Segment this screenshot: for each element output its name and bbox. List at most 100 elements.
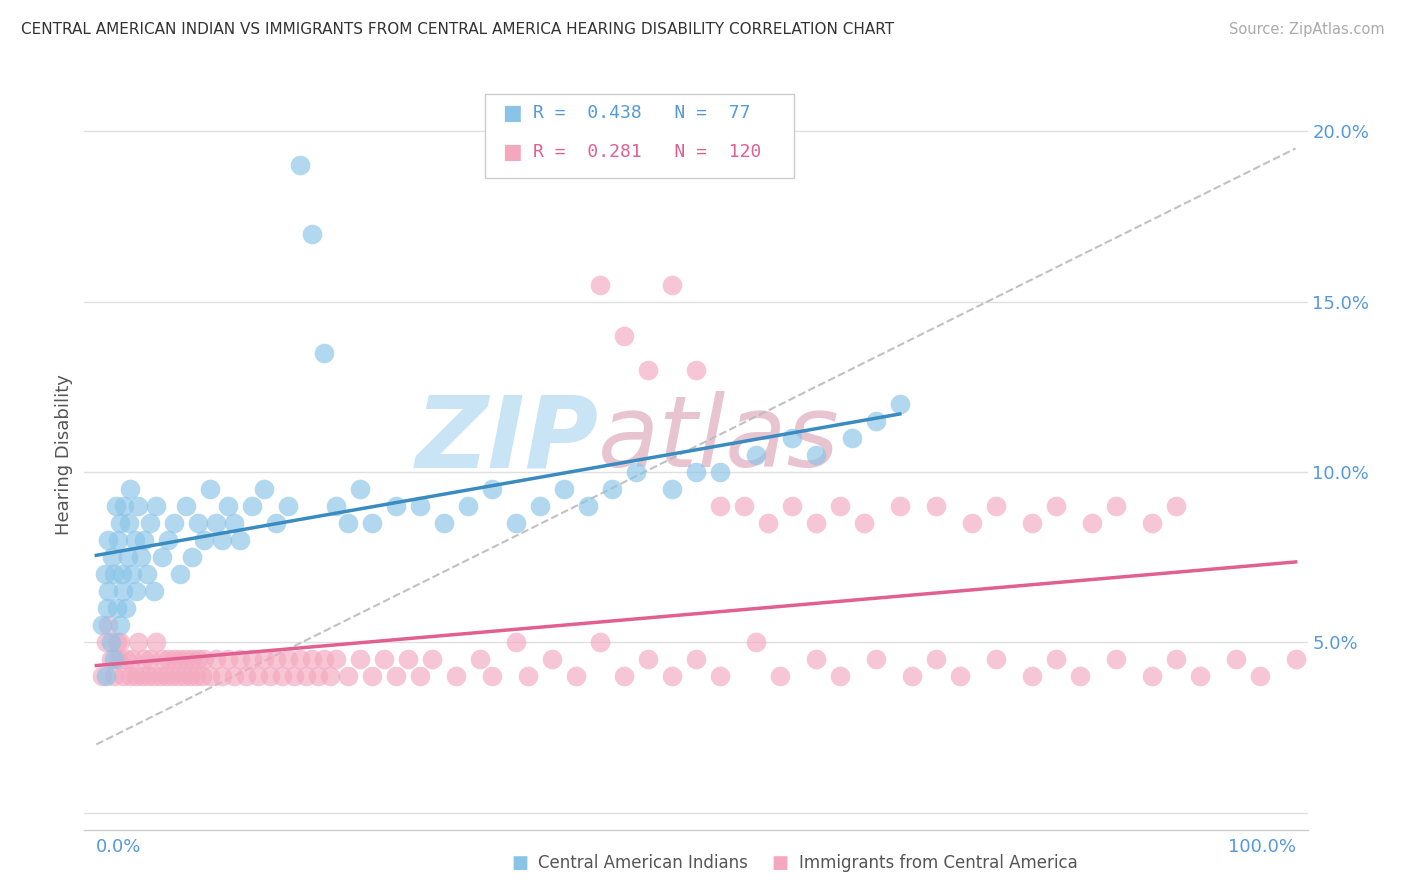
Point: [481, 482, 503, 496]
Point: [118, 482, 141, 496]
Point: [259, 669, 281, 683]
Point: [253, 482, 276, 496]
Point: [433, 516, 456, 530]
Point: [134, 533, 156, 547]
Point: [385, 499, 408, 513]
Point: [235, 669, 257, 683]
Point: [745, 635, 768, 649]
Point: [301, 652, 323, 666]
Point: [181, 550, 204, 565]
Point: [709, 499, 731, 513]
Point: [139, 652, 162, 666]
Point: [150, 652, 173, 666]
Point: [115, 601, 138, 615]
Text: Central American Indians: Central American Indians: [538, 854, 748, 871]
Point: [1140, 669, 1163, 683]
Point: [217, 499, 239, 513]
Point: [205, 652, 228, 666]
Point: [100, 652, 122, 666]
Point: [149, 669, 172, 683]
Point: [229, 533, 252, 547]
Point: [925, 499, 948, 513]
Point: [468, 652, 491, 666]
Point: [110, 618, 132, 632]
Point: [589, 277, 612, 292]
Point: [1105, 652, 1128, 666]
Point: [804, 448, 827, 462]
Point: [1021, 516, 1043, 530]
Point: [110, 516, 132, 530]
Point: [1140, 516, 1163, 530]
Point: [685, 465, 707, 479]
Point: [97, 618, 120, 632]
Point: [224, 516, 246, 530]
Point: [127, 499, 149, 513]
Point: [118, 516, 141, 530]
Point: [191, 669, 214, 683]
Point: [96, 601, 118, 615]
Point: [264, 516, 287, 530]
Point: [271, 669, 294, 683]
Point: [828, 669, 851, 683]
Point: [107, 652, 129, 666]
Point: [745, 448, 768, 462]
Point: [984, 499, 1007, 513]
Point: [457, 499, 479, 513]
Point: [1045, 652, 1067, 666]
Point: [901, 669, 924, 683]
Point: [277, 499, 299, 513]
Point: [325, 652, 347, 666]
Point: [852, 516, 875, 530]
Point: [110, 567, 132, 582]
Point: [295, 669, 318, 683]
Point: [145, 635, 167, 649]
Point: [127, 635, 149, 649]
Point: [1284, 652, 1306, 666]
Point: [481, 669, 503, 683]
Point: [1045, 499, 1067, 513]
Point: [150, 550, 173, 565]
Point: [111, 669, 134, 683]
Point: [117, 550, 139, 565]
Point: [290, 158, 312, 172]
Point: [505, 635, 527, 649]
Text: Immigrants from Central America: Immigrants from Central America: [799, 854, 1077, 871]
Point: [134, 652, 156, 666]
Point: [104, 499, 127, 513]
Point: [94, 635, 117, 649]
Point: [131, 669, 153, 683]
Text: R =  0.281   N =  120: R = 0.281 N = 120: [533, 143, 761, 161]
Point: [93, 567, 117, 582]
Point: [589, 635, 612, 649]
Point: [229, 652, 252, 666]
Point: [1021, 669, 1043, 683]
Point: [125, 584, 148, 599]
Point: [361, 516, 384, 530]
Point: [637, 363, 659, 377]
Point: [94, 669, 117, 683]
Point: [193, 652, 215, 666]
Point: [200, 482, 222, 496]
Point: [709, 465, 731, 479]
Point: [105, 601, 128, 615]
Point: [553, 482, 575, 496]
Point: [118, 669, 141, 683]
Point: [349, 652, 371, 666]
Point: [91, 669, 114, 683]
Point: [889, 397, 911, 411]
Point: [733, 499, 755, 513]
Point: [576, 499, 599, 513]
Point: [100, 635, 122, 649]
Point: [517, 669, 540, 683]
Point: [314, 345, 336, 359]
Point: [240, 652, 263, 666]
Point: [163, 516, 186, 530]
Point: [1188, 669, 1211, 683]
Point: [155, 669, 177, 683]
Text: R =  0.438   N =  77: R = 0.438 N = 77: [533, 104, 751, 122]
Point: [319, 669, 342, 683]
Text: ■: ■: [772, 854, 789, 871]
Point: [613, 669, 636, 683]
Point: [307, 669, 329, 683]
Point: [828, 499, 851, 513]
